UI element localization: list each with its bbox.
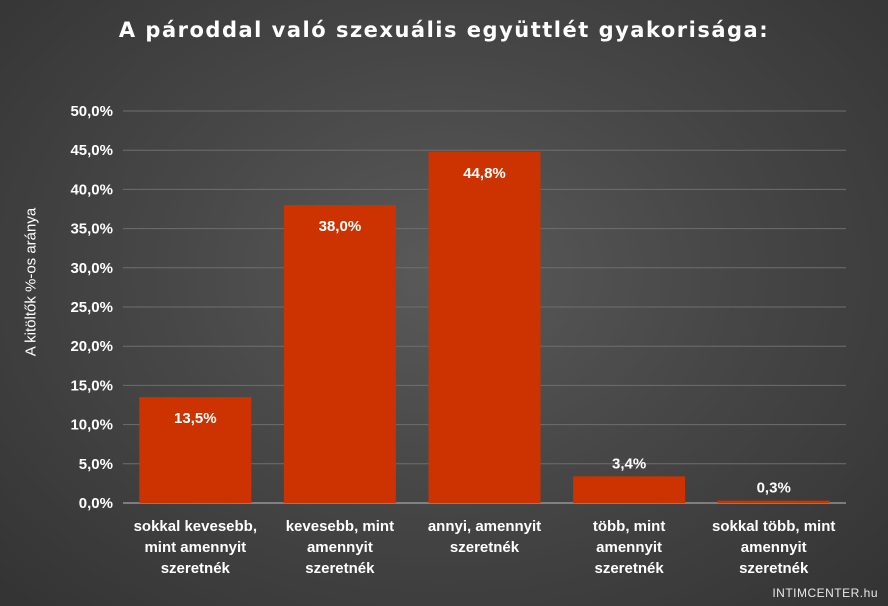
data-label: 38,0% [319,218,362,235]
y-tick-label: 45,0% [70,142,113,159]
x-tick-label: szeretnék [305,560,375,577]
x-tick-label: több, mint [593,518,665,535]
y-tick-label: 50,0% [70,103,113,120]
x-tick-label: amennyit [596,539,662,556]
x-tick-label: kevesebb, mint [286,518,394,535]
y-tick-label: 5,0% [79,456,113,473]
y-tick-label: 25,0% [70,299,113,316]
x-tick-label: annyi, amennyit [428,518,541,535]
y-tick-label: 20,0% [70,338,113,355]
x-tick-label: szeretnék [161,560,231,577]
data-label: 0,3% [757,480,791,497]
y-tick-label: 15,0% [70,377,113,394]
y-tick-label: 30,0% [70,260,113,277]
x-tick-label: sokkal kevesebb, [134,518,257,535]
y-tick-label: 35,0% [70,221,113,238]
y-tick-label: 40,0% [70,181,113,198]
y-tick-label: 0,0% [79,495,113,512]
x-tick-label: mint amennyit [144,539,246,556]
y-tick-label: 10,0% [70,417,113,434]
data-label: 44,8% [463,165,506,182]
bar [573,476,686,503]
x-tick-label: szeretnék [450,539,520,556]
watermark: INTIMCENTER.hu [772,586,878,600]
chart-title: A pároddal való szexuális együttlét gyak… [118,18,770,42]
bar [139,397,252,503]
data-label: 3,4% [612,455,646,472]
x-tick-label: sokkal több, mint [712,518,835,535]
x-tick-label: amennyit [307,539,373,556]
x-tick-label: szeretnék [739,560,809,577]
x-tick-label: amennyit [741,539,807,556]
bar [428,151,541,503]
x-tick-label: szeretnék [594,560,664,577]
bar [717,500,830,503]
data-label: 13,5% [174,410,217,427]
bar [283,205,396,503]
